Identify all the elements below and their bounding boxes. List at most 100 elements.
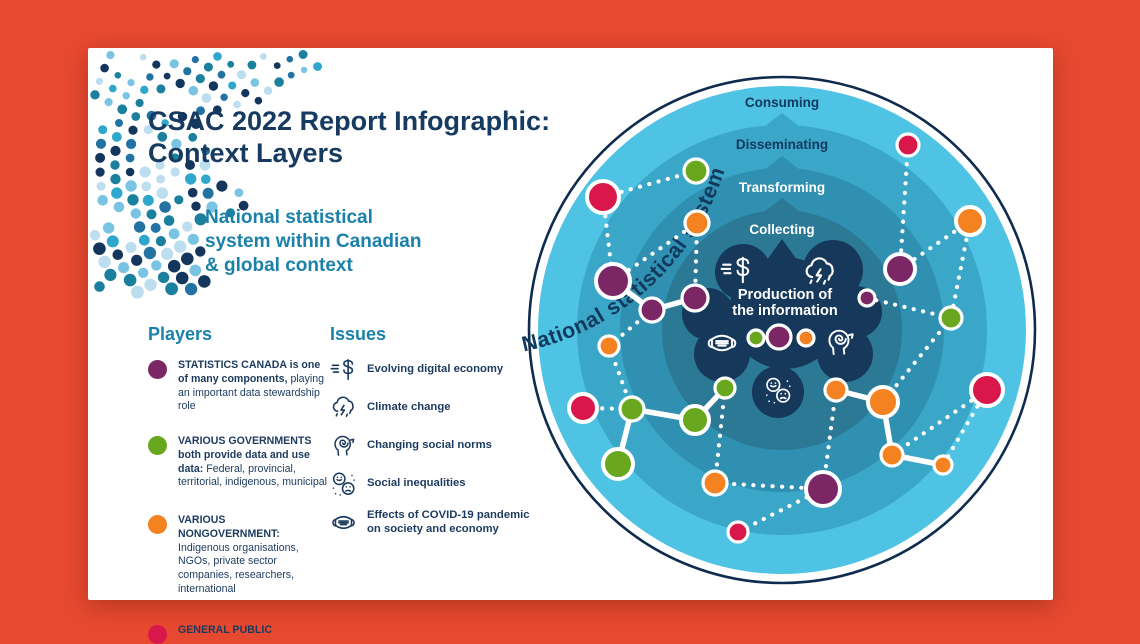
decor-dot [118, 262, 130, 274]
decor-dot [165, 282, 178, 296]
player-node [857, 288, 877, 308]
decor-dot [127, 194, 139, 206]
center-label: Production of [738, 287, 832, 303]
player-node [746, 328, 766, 348]
covid-mask-icon [330, 509, 357, 536]
decor-dot [169, 59, 179, 69]
decor-dot [298, 50, 308, 59]
decor-dot [236, 70, 247, 80]
decor-dot [95, 152, 106, 163]
decor-dot [199, 159, 211, 171]
digital-economy-icon [330, 356, 357, 383]
decor-dot [143, 125, 153, 135]
decor-dot [212, 105, 222, 115]
decor-dot [125, 167, 135, 177]
decor-dot [234, 188, 244, 198]
player-node [594, 262, 632, 300]
decor-dot [250, 78, 260, 87]
dotted-connector [948, 218, 973, 321]
players-legend: Players STATISTICS CANADA is one of many… [148, 324, 330, 644]
decor-dot [97, 195, 108, 206]
decor-dot [167, 259, 181, 273]
decor-dot [175, 78, 185, 89]
player-node [601, 447, 635, 481]
decor-dot [96, 181, 106, 191]
decor-dot [263, 86, 273, 95]
decor-dot [174, 195, 184, 205]
decor-dot [171, 138, 182, 150]
decor-dot [115, 119, 123, 127]
decor-dot [238, 200, 249, 211]
decor-dot [190, 118, 202, 129]
decor-dot [140, 85, 149, 94]
decor-dot [201, 174, 211, 184]
decor-dot [187, 187, 198, 198]
decor-dot [117, 104, 128, 115]
climate-change-icon [330, 394, 357, 421]
player-node [895, 132, 921, 158]
decor-dot [225, 208, 236, 218]
ring-label: Disseminating [736, 137, 828, 152]
decor-dot [125, 180, 137, 192]
player-node [879, 442, 905, 468]
player-node [585, 179, 621, 215]
decor-dot [227, 60, 235, 68]
decor-dot [89, 230, 101, 241]
dotted-connector [610, 220, 700, 284]
decor-dot [287, 71, 295, 79]
decor-dot [146, 110, 157, 121]
ring-label: Transforming [739, 180, 825, 195]
ring-notch [764, 198, 800, 212]
decor-dot [102, 222, 115, 234]
decor-dot [125, 153, 135, 163]
decor-dot [177, 111, 188, 122]
decor-dot [131, 285, 144, 299]
decor-dot [184, 282, 198, 296]
decor-dot [170, 153, 180, 163]
issue-item-covid: Effects of COVID-19 pandemic on society … [330, 508, 565, 536]
decor-dot [155, 236, 166, 247]
title-line-1: CSAC 2022 Report Infographic: [148, 106, 551, 136]
player-dot-red [148, 624, 167, 644]
dotted-connector [712, 480, 826, 492]
decor-dot [188, 85, 199, 96]
decor-dot [110, 160, 120, 170]
decor-dot [139, 166, 151, 178]
decor-dot [111, 187, 123, 199]
decor-dot [127, 79, 135, 87]
decor-dot [185, 160, 195, 170]
decor-dot [113, 201, 125, 213]
decor-dot [274, 77, 284, 87]
player-node [954, 205, 986, 237]
ring-label: Consuming [745, 95, 819, 110]
decor-dot [98, 255, 111, 269]
player-item-public: GENERAL PUBLIC [148, 624, 330, 644]
player-nodes [567, 132, 1005, 544]
decor-dot [201, 93, 212, 103]
decor-dot [195, 246, 206, 257]
player-node [680, 283, 710, 313]
decor-dot [106, 51, 115, 60]
player-node [701, 469, 729, 497]
player-item-statcan: STATISTICS CANADA is one of many compone… [148, 359, 330, 414]
decor-dot [247, 60, 257, 70]
ring-notch [764, 113, 800, 127]
player-node [866, 385, 900, 419]
ring-notch [764, 156, 800, 170]
player-item-governments: VARIOUS GOVERNMENTS both provide data an… [148, 435, 330, 490]
decor-dot [94, 281, 105, 292]
decor-dot [195, 74, 205, 84]
decor-dot [156, 84, 166, 94]
decor-dot [174, 240, 187, 253]
decor-dot [155, 160, 165, 170]
decor-dot [100, 63, 109, 73]
decor-dot [150, 222, 161, 233]
decor-dot [181, 252, 194, 266]
player-node [567, 392, 599, 424]
decor-dot [135, 98, 144, 108]
decor-dot [109, 84, 117, 93]
player-node [938, 305, 964, 331]
player-node [713, 376, 737, 400]
decor-dot [170, 167, 180, 177]
issues-legend: Issues Evolving digital economy Climate … [330, 324, 565, 536]
